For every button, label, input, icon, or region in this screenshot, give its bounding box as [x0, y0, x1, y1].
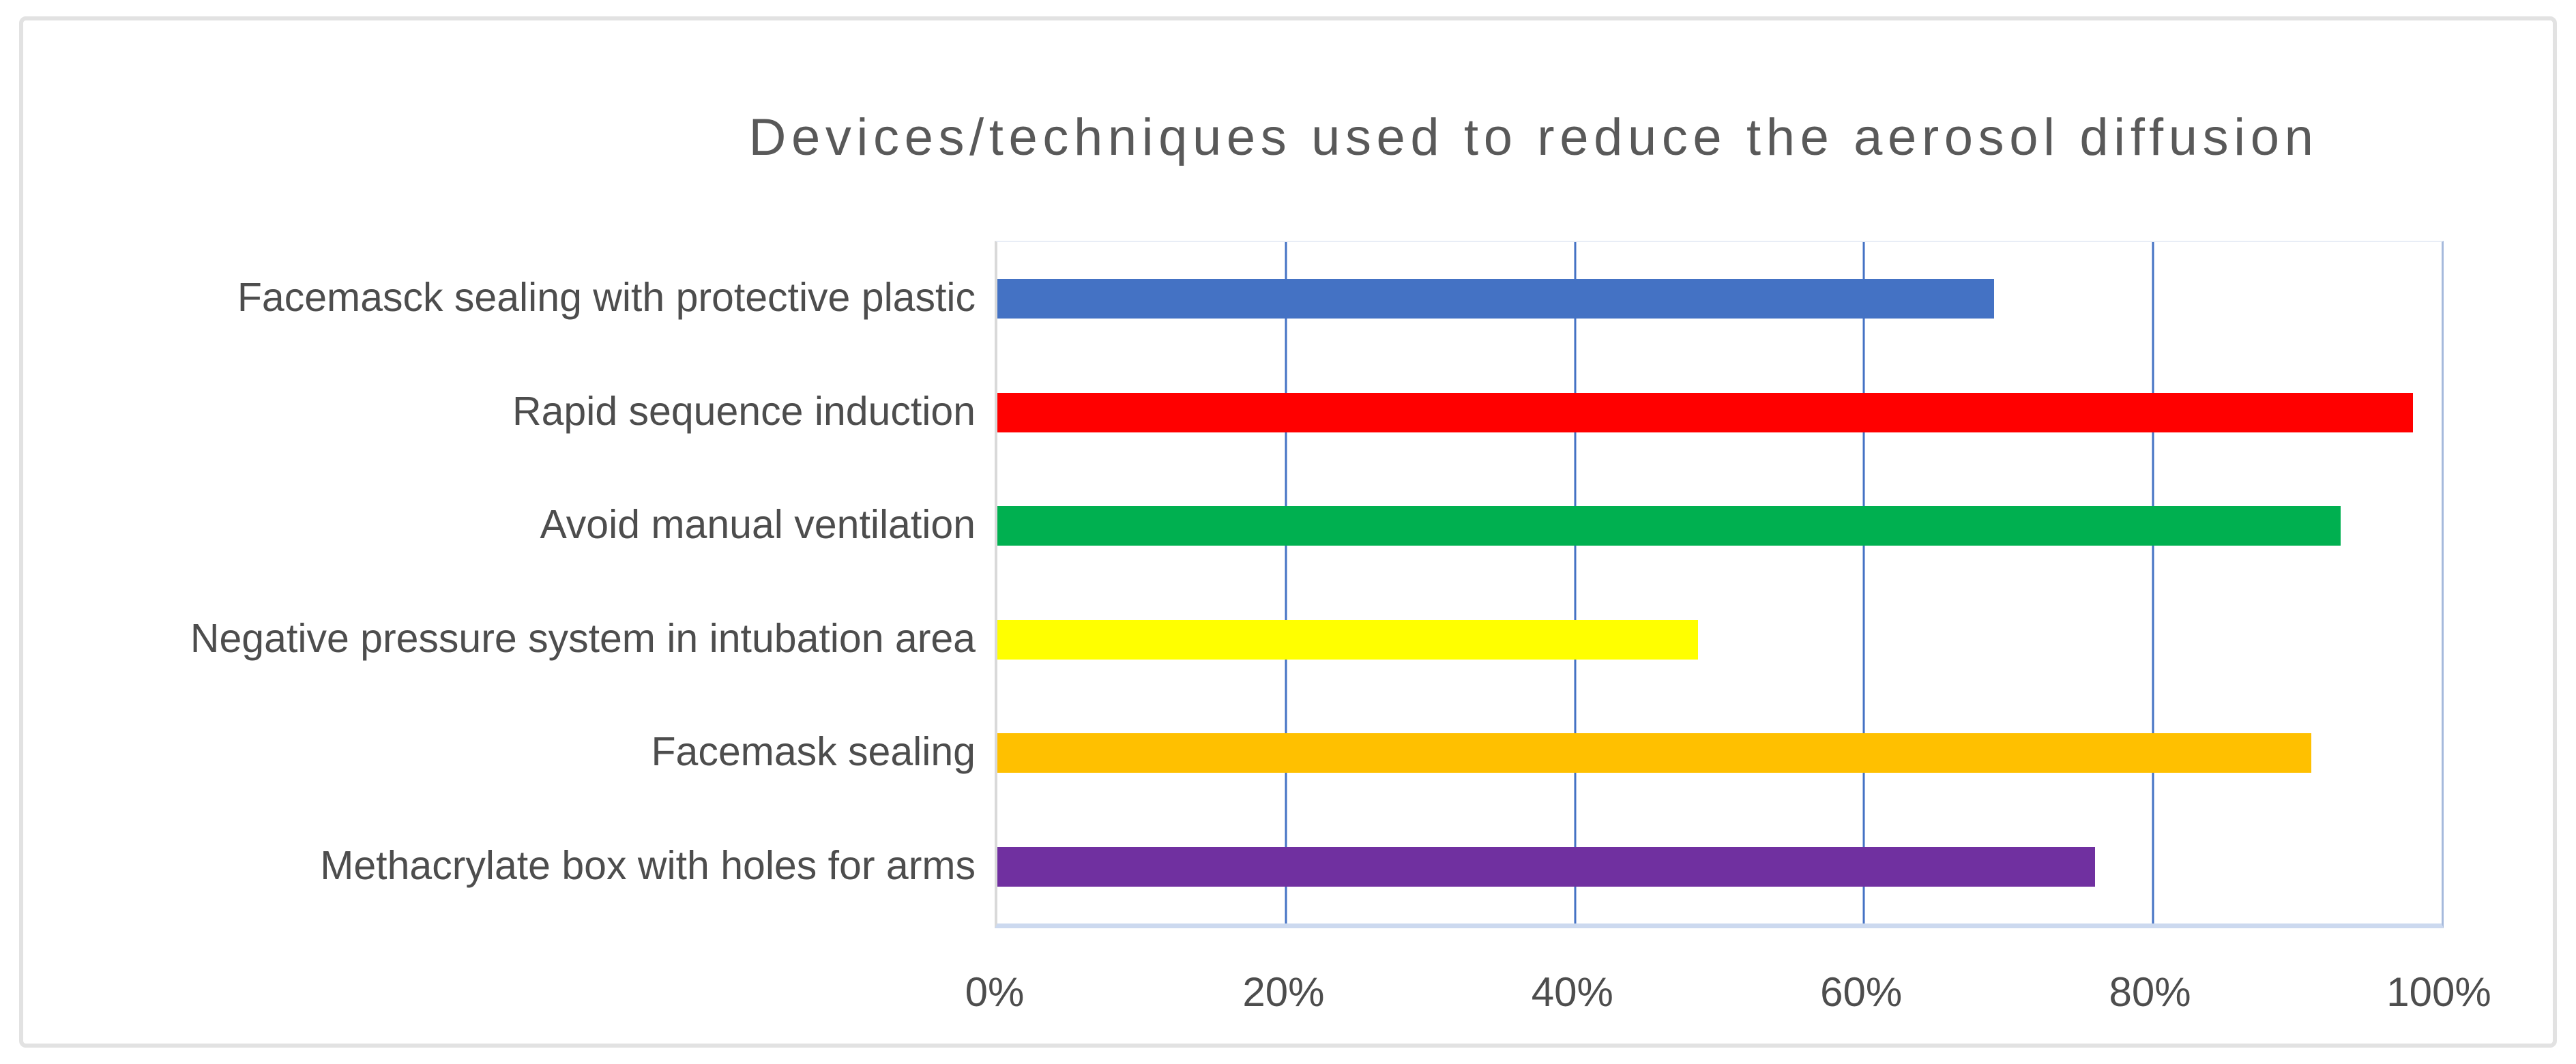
category-label-3: Avoid manual ventilation: [540, 502, 976, 548]
major-gridline-80: [2152, 242, 2154, 923]
x-tick-label-60%: 60%: [1820, 969, 1903, 1015]
x-tick-label-40%: 40%: [1531, 969, 1613, 1015]
category-label-4: Negative pressure system in intubation a…: [190, 615, 976, 661]
bar-5: [997, 733, 2312, 773]
category-label-6: Methacrylate box with holes for arms: [320, 842, 976, 888]
major-gridline-40: [1574, 242, 1577, 923]
category-label-5: Facemask sealing: [651, 729, 976, 775]
major-gridline-20: [1285, 242, 1287, 923]
plot-area: [995, 241, 2444, 928]
bar-2: [997, 392, 2413, 432]
bar-1: [997, 279, 1994, 319]
bar-6: [997, 846, 2095, 887]
bar-3: [997, 506, 2341, 546]
category-label-1: Facemasck sealing with protective plasti…: [237, 275, 976, 321]
category-axis-labels: Facemasck sealing with protective plasti…: [38, 241, 976, 922]
x-tick-label-80%: 80%: [2109, 969, 2191, 1015]
x-tick-label-100%: 100%: [2386, 969, 2491, 1015]
bar-4: [997, 619, 1698, 660]
category-label-2: Rapid sequence induction: [512, 388, 976, 434]
x-tick-label-20%: 20%: [1242, 969, 1325, 1015]
major-gridline-60: [1862, 242, 1865, 923]
value-axis-labels: 0% 20% 40% 60% 80% 100%: [965, 969, 2491, 1037]
x-tick-label-0%: 0%: [965, 969, 1025, 1015]
chart-title: Devices/techniques used to reduce the ae…: [748, 108, 2319, 166]
